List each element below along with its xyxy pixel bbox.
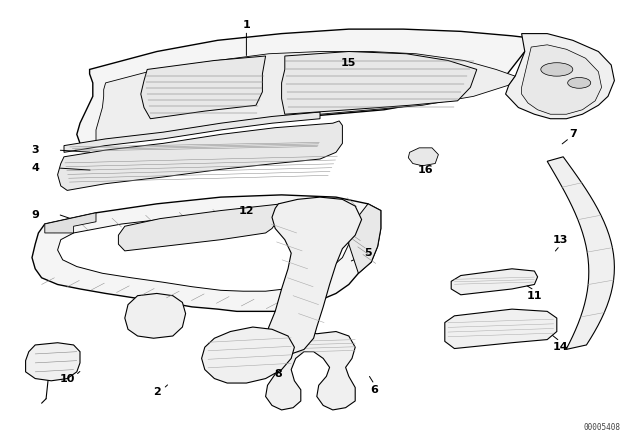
Text: 9: 9 <box>31 210 39 220</box>
Polygon shape <box>64 112 320 152</box>
Text: 1: 1 <box>243 20 250 30</box>
Text: 10: 10 <box>60 374 75 383</box>
Text: 14: 14 <box>552 342 568 352</box>
Polygon shape <box>96 52 515 146</box>
Text: 15: 15 <box>341 58 356 68</box>
Polygon shape <box>282 52 477 114</box>
Polygon shape <box>77 29 554 148</box>
Polygon shape <box>547 157 614 349</box>
Polygon shape <box>118 204 282 251</box>
Ellipse shape <box>568 78 591 88</box>
Text: 3: 3 <box>31 145 39 155</box>
Text: 4: 4 <box>31 163 39 173</box>
Polygon shape <box>45 213 96 233</box>
Polygon shape <box>58 211 349 291</box>
Text: 12: 12 <box>239 206 254 215</box>
Text: 7: 7 <box>569 129 577 139</box>
Polygon shape <box>141 56 266 119</box>
Text: 00005408: 00005408 <box>584 423 621 432</box>
Text: 2: 2 <box>153 387 161 397</box>
Text: 11: 11 <box>527 291 542 301</box>
Polygon shape <box>202 327 294 383</box>
Polygon shape <box>445 309 557 349</box>
Polygon shape <box>522 45 602 114</box>
Text: 16: 16 <box>418 165 433 175</box>
Text: 5: 5 <box>364 248 372 258</box>
Ellipse shape <box>541 63 573 76</box>
Polygon shape <box>451 269 538 295</box>
Polygon shape <box>506 34 614 119</box>
Text: 6: 6 <box>371 385 378 395</box>
Polygon shape <box>26 343 80 381</box>
Polygon shape <box>266 197 362 354</box>
Polygon shape <box>349 204 381 273</box>
Polygon shape <box>125 293 186 338</box>
Polygon shape <box>58 121 342 190</box>
Text: 8: 8 <box>275 369 282 379</box>
Polygon shape <box>408 148 438 166</box>
Text: 13: 13 <box>552 235 568 245</box>
Polygon shape <box>266 329 355 410</box>
Polygon shape <box>32 195 381 311</box>
